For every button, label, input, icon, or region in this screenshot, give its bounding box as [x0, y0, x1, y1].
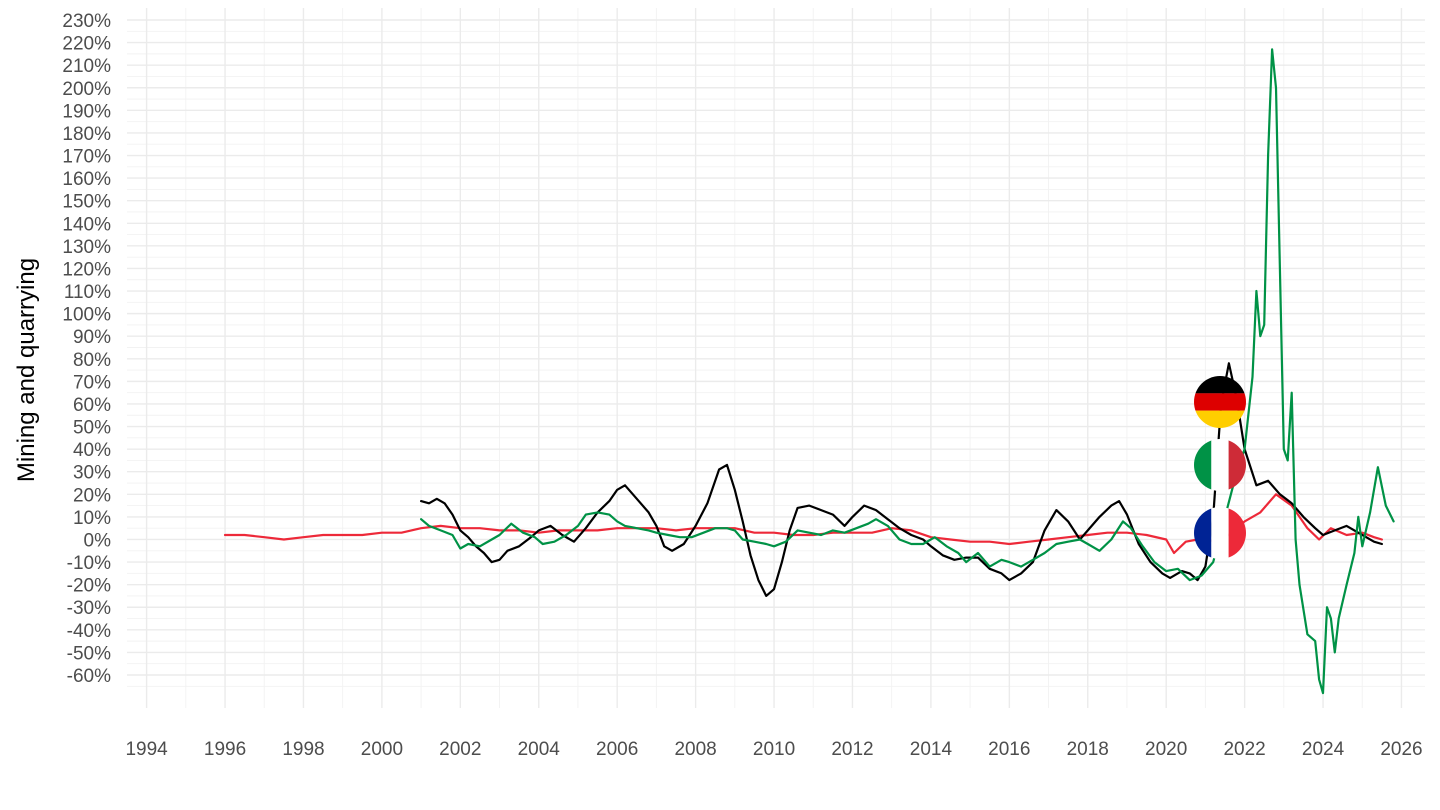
y-tick-label: 130% — [62, 237, 111, 258]
y-tick-label: 30% — [73, 463, 111, 484]
y-tick-label: -20% — [67, 576, 111, 597]
y-tick-label: 120% — [62, 259, 111, 280]
y-tick-label: 210% — [62, 56, 111, 77]
y-tick-label: 150% — [62, 192, 111, 213]
y-tick-label: 50% — [73, 418, 111, 439]
y-tick-label: 80% — [73, 350, 111, 371]
x-tick-label: 2004 — [518, 739, 561, 760]
y-tick-label: 140% — [62, 214, 111, 235]
y-tick-label: 220% — [62, 34, 111, 55]
x-tick-label: 2002 — [439, 739, 481, 760]
x-tick-label: 1996 — [204, 739, 246, 760]
y-tick-label: 60% — [73, 395, 111, 416]
x-tick-label: 2018 — [1067, 739, 1109, 760]
y-tick-label: 10% — [73, 508, 111, 529]
y-tick-label: 230% — [62, 11, 111, 32]
y-tick-label: -40% — [67, 621, 111, 642]
series-lines — [223, 48, 1395, 695]
y-tick-label: 40% — [73, 440, 111, 461]
y-tick-label: 160% — [62, 169, 111, 190]
germany-flag-icon — [1194, 376, 1246, 428]
legend-flags — [1194, 376, 1246, 559]
y-tick-label: -60% — [67, 666, 111, 687]
y-axis-title: Mining and quarrying — [13, 258, 40, 482]
x-tick-label: 2022 — [1223, 739, 1265, 760]
x-tick-label: 2008 — [674, 739, 716, 760]
y-tick-label: -10% — [67, 553, 111, 574]
x-tick-label: 1998 — [282, 739, 324, 760]
y-tick-label: 200% — [62, 79, 111, 100]
grid — [127, 8, 1425, 708]
x-tick-label: 2000 — [361, 739, 403, 760]
x-tick-label: 2020 — [1145, 739, 1187, 760]
france-flag-icon — [1194, 507, 1246, 559]
y-tick-label: 180% — [62, 124, 111, 145]
y-tick-label: 0% — [84, 530, 112, 551]
x-tick-label: 2024 — [1302, 739, 1345, 760]
y-tick-label: 100% — [62, 305, 111, 326]
y-axis-ticks: -60%-50%-40%-30%-20%-10%0%10%20%30%40%50… — [62, 11, 111, 687]
series-line-italy — [420, 48, 1395, 695]
x-tick-label: 2006 — [596, 739, 638, 760]
y-tick-label: -50% — [67, 643, 111, 664]
x-tick-label: 2016 — [988, 739, 1030, 760]
x-tick-label: 2012 — [831, 739, 873, 760]
y-tick-label: 70% — [73, 372, 111, 393]
y-tick-label: -30% — [67, 598, 111, 619]
y-tick-label: 170% — [62, 147, 111, 168]
x-tick-label: 1994 — [125, 739, 168, 760]
x-tick-label: 2014 — [910, 739, 953, 760]
x-axis-ticks: 1994 1996 1998 2000 2002 2004 2006 2008 2010 2012… — [125, 739, 1422, 760]
y-tick-label: 20% — [73, 485, 111, 506]
y-tick-label: 190% — [62, 101, 111, 122]
italy-flag-icon — [1194, 439, 1246, 491]
y-tick-label: 90% — [73, 327, 111, 348]
x-tick-label: 2010 — [753, 739, 795, 760]
y-tick-label: 110% — [64, 282, 111, 303]
x-tick-label: 2026 — [1380, 739, 1422, 760]
